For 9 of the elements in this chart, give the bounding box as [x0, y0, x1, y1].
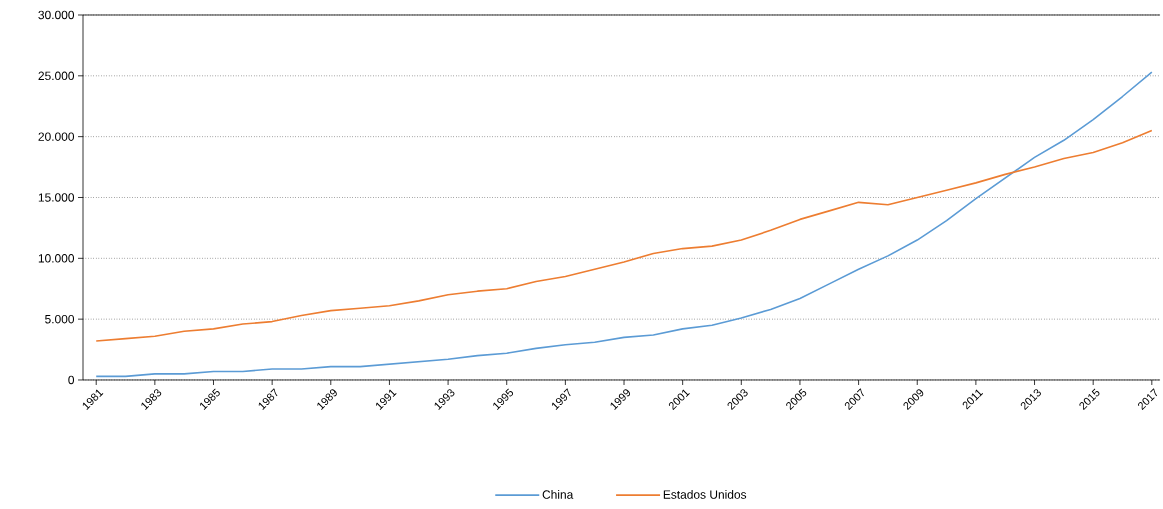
legend-label: Estados Unidos	[663, 490, 747, 499]
y-tick-label: 30.000	[38, 10, 75, 20]
legend-label: China	[542, 490, 574, 499]
y-tick-label: 0	[68, 375, 75, 385]
y-tick-label: 10.000	[38, 254, 75, 263]
y-tick-label: 25.000	[38, 71, 75, 81]
y-tick-label: 5.000	[45, 314, 75, 324]
y-tick-label: 15.000	[38, 193, 75, 202]
y-tick-label: 20.000	[38, 132, 75, 141]
